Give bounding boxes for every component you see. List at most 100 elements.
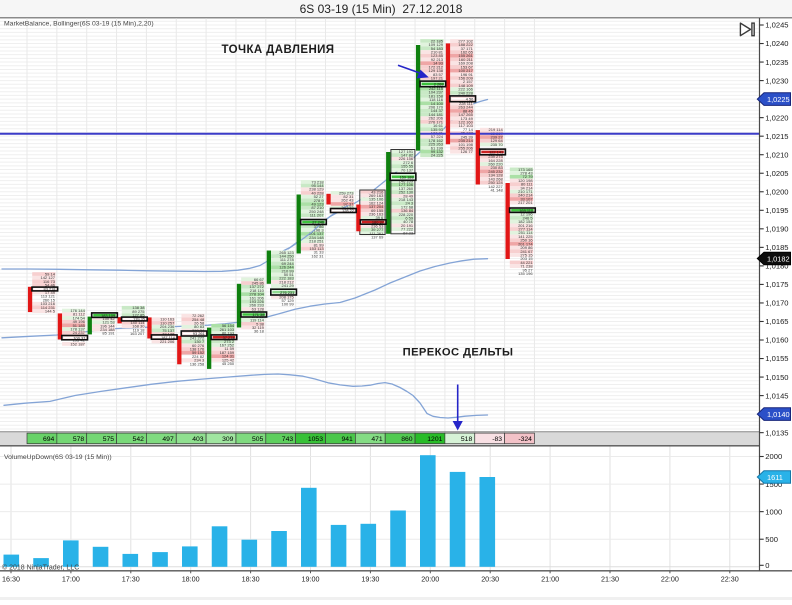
- svg-text:260 15: 260 15: [43, 297, 56, 302]
- svg-text:197 21: 197 21: [431, 75, 444, 80]
- svg-text:122 141: 122 141: [489, 150, 503, 155]
- svg-text:110 257: 110 257: [160, 320, 175, 325]
- svg-text:144 37: 144 37: [431, 108, 444, 113]
- svg-text:235 70: 235 70: [490, 142, 503, 147]
- svg-text:160 211: 160 211: [459, 57, 474, 62]
- svg-text:196 91: 196 91: [461, 72, 474, 77]
- svg-text:177 106: 177 106: [399, 182, 414, 187]
- svg-text:210 81: 210 81: [431, 50, 444, 55]
- svg-text:2 157: 2 157: [463, 79, 474, 84]
- svg-text:169 208: 169 208: [458, 61, 473, 66]
- svg-text:137 260: 137 260: [399, 186, 414, 191]
- svg-text:122 160: 122 160: [458, 120, 473, 125]
- svg-text:VolumeUpDown(6S 03-19 (15 Min): VolumeUpDown(6S 03-19 (15 Min)): [4, 454, 112, 461]
- svg-text:101 198: 101 198: [458, 142, 473, 147]
- svg-text:44 221: 44 221: [520, 260, 533, 265]
- svg-text:137 272: 137 272: [249, 284, 264, 289]
- svg-text:210 99: 210 99: [282, 268, 295, 273]
- svg-text:116 73: 116 73: [43, 279, 56, 284]
- svg-text:80 83: 80 83: [194, 324, 205, 329]
- svg-text:694: 694: [43, 436, 55, 443]
- svg-text:178 162: 178 162: [429, 138, 444, 143]
- svg-text:238 129: 238 129: [309, 187, 324, 192]
- svg-text:27 246: 27 246: [312, 220, 324, 225]
- svg-text:147 265: 147 265: [458, 112, 473, 117]
- svg-text:59 152: 59 152: [192, 350, 205, 355]
- svg-text:75 137: 75 137: [162, 328, 175, 333]
- svg-text:126 77: 126 77: [461, 149, 474, 154]
- svg-text:19:30: 19:30: [361, 575, 379, 584]
- svg-text:172 212: 172 212: [429, 64, 444, 69]
- svg-text:54 183: 54 183: [431, 46, 444, 51]
- svg-text:1611: 1611: [767, 473, 783, 482]
- svg-text:206 170: 206 170: [429, 105, 444, 110]
- svg-text:2 268: 2 268: [434, 82, 444, 87]
- svg-text:204 236: 204 236: [160, 324, 175, 329]
- svg-text:81 99: 81 99: [314, 242, 325, 247]
- svg-text:169 110: 169 110: [519, 208, 534, 213]
- svg-text:471: 471: [371, 436, 383, 443]
- svg-text:127 85: 127 85: [132, 313, 145, 318]
- svg-text:14 93: 14 93: [433, 61, 444, 66]
- svg-text:16:30: 16:30: [2, 575, 20, 584]
- svg-text:266 233: 266 233: [249, 303, 264, 308]
- svg-text:174 54: 174 54: [73, 315, 86, 320]
- svg-text:111 207: 111 207: [310, 213, 325, 218]
- svg-text:218 143: 218 143: [399, 197, 414, 202]
- svg-text:1053: 1053: [308, 436, 323, 443]
- svg-text:126 244: 126 244: [279, 265, 294, 270]
- svg-text:147 82: 147 82: [401, 153, 414, 158]
- svg-text:1,0220: 1,0220: [765, 113, 788, 122]
- svg-text:119 18: 119 18: [133, 327, 146, 332]
- svg-text:70 137: 70 137: [401, 167, 414, 172]
- svg-text:28 49: 28 49: [403, 193, 414, 198]
- svg-text:162 31: 162 31: [311, 253, 324, 258]
- svg-text:1,0240: 1,0240: [765, 39, 788, 48]
- svg-text:137 69: 137 69: [371, 235, 384, 240]
- svg-text:156 209: 156 209: [458, 75, 473, 80]
- svg-text:218 110: 218 110: [250, 288, 265, 293]
- svg-text:241 272: 241 272: [190, 335, 205, 340]
- svg-text:85 191: 85 191: [102, 331, 115, 336]
- svg-text:142 127: 142 127: [40, 275, 55, 280]
- svg-text:95 27: 95 27: [523, 267, 534, 272]
- svg-text:239 27: 239 27: [490, 135, 503, 140]
- svg-text:860: 860: [401, 436, 413, 443]
- svg-text:1,0210: 1,0210: [765, 150, 788, 159]
- svg-text:59 14: 59 14: [45, 272, 56, 277]
- svg-text:137 204: 137 204: [369, 204, 384, 209]
- svg-text:109 129: 109 129: [429, 42, 444, 47]
- svg-text:136 84: 136 84: [401, 208, 414, 213]
- svg-text:24 3: 24 3: [405, 201, 414, 206]
- svg-text:54 46: 54 46: [45, 283, 56, 288]
- svg-text:83 218: 83 218: [44, 287, 56, 292]
- svg-text:225 263: 225 263: [429, 142, 444, 147]
- svg-text:1,0150: 1,0150: [765, 373, 788, 382]
- svg-text:93 261: 93 261: [193, 331, 205, 336]
- svg-text:259 273: 259 273: [339, 190, 354, 195]
- svg-text:67 23: 67 23: [403, 230, 414, 235]
- svg-text:69 244: 69 244: [282, 261, 295, 266]
- svg-text:26 58: 26 58: [194, 321, 205, 326]
- svg-text:66 67: 66 67: [254, 277, 265, 282]
- svg-text:80 193: 80 193: [222, 331, 235, 336]
- svg-text:51 185: 51 185: [73, 323, 86, 328]
- svg-text:17:00: 17:00: [62, 575, 80, 584]
- svg-text:1,0195: 1,0195: [765, 206, 788, 215]
- svg-text:265 123: 265 123: [279, 250, 294, 255]
- svg-text:269 163: 269 163: [369, 193, 384, 198]
- svg-text:542: 542: [133, 436, 145, 443]
- svg-text:153 67: 153 67: [461, 64, 474, 69]
- svg-text:234 3: 234 3: [194, 358, 205, 363]
- svg-text:201 174: 201 174: [518, 241, 533, 246]
- svg-text:24 237: 24 237: [73, 330, 86, 335]
- svg-text:69 155: 69 155: [371, 208, 384, 213]
- svg-text:153 113: 153 113: [309, 246, 324, 251]
- svg-text:250 16: 250 16: [520, 238, 533, 243]
- svg-text:187 159: 187 159: [220, 350, 235, 355]
- svg-text:136 258: 136 258: [190, 361, 205, 366]
- svg-text:87 210: 87 210: [311, 205, 324, 210]
- svg-text:162 124: 162 124: [369, 200, 384, 205]
- svg-text:138 176: 138 176: [190, 346, 205, 351]
- svg-text:39 6: 39 6: [376, 215, 385, 220]
